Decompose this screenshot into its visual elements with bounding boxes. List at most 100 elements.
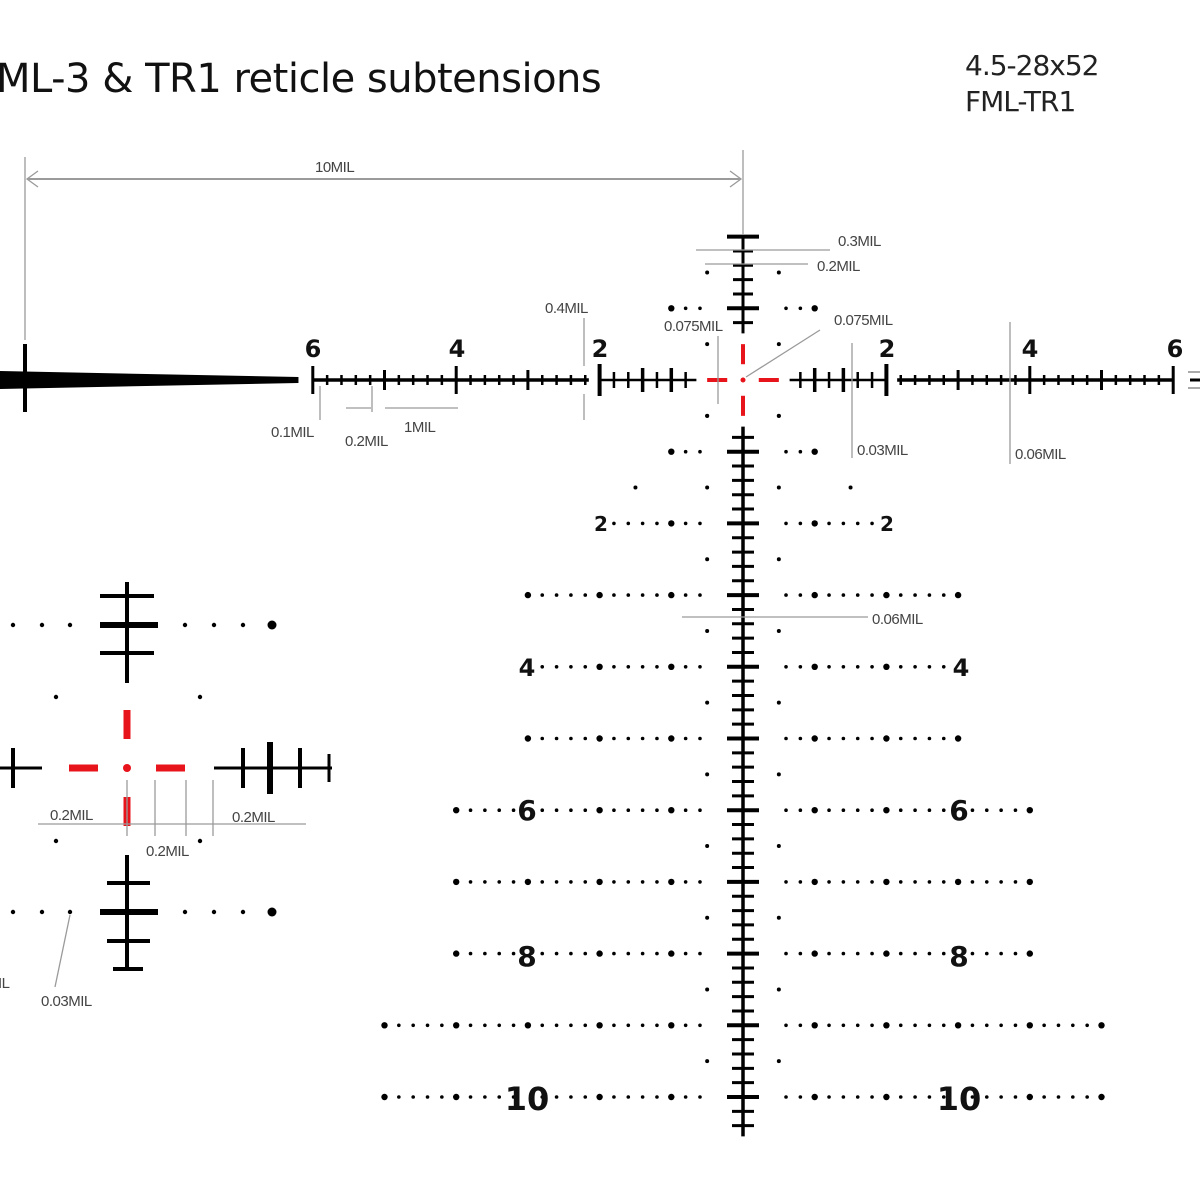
holdover-dot bbox=[497, 1095, 502, 1099]
label-inset-right: 0.2MIL bbox=[232, 809, 275, 826]
holdover-dot bbox=[583, 951, 588, 956]
v-num-left-2: 2 bbox=[594, 512, 608, 536]
holdover-dot bbox=[927, 593, 932, 597]
holdover-dot bbox=[913, 808, 917, 812]
holdover-dot bbox=[970, 1023, 975, 1028]
holdover-dot bbox=[524, 735, 532, 742]
holdover-dot bbox=[425, 1023, 430, 1028]
h-num-left-6: 6 bbox=[305, 335, 322, 363]
holdover-dot bbox=[640, 521, 645, 526]
holdover-dot bbox=[913, 951, 917, 956]
holdover-dot bbox=[440, 1023, 444, 1028]
holdover-dot bbox=[569, 736, 573, 741]
holdover-dot bbox=[811, 735, 818, 742]
holdover-dot bbox=[1098, 1093, 1105, 1101]
holdover-dot bbox=[841, 808, 846, 812]
holdover-dot bbox=[927, 951, 932, 956]
v-num-right-6: 6 bbox=[949, 794, 968, 827]
holdover-dot bbox=[497, 1023, 502, 1028]
holdover-dot bbox=[798, 306, 803, 311]
v-num-right-2: 2 bbox=[880, 512, 894, 536]
holdover-dot bbox=[698, 593, 702, 597]
label-04mil: 0.4MIL bbox=[545, 300, 588, 317]
holdover-dot bbox=[811, 448, 818, 455]
holdover-dot bbox=[698, 736, 702, 741]
holdover-dot bbox=[668, 878, 675, 886]
half-mil-dot bbox=[776, 987, 781, 992]
holdover-dot bbox=[612, 1095, 616, 1099]
holdover-dot bbox=[683, 1023, 688, 1028]
half-mil-dot bbox=[776, 342, 781, 347]
holdover-dot bbox=[626, 880, 631, 884]
inset-dot bbox=[240, 909, 246, 915]
holdover-dot bbox=[941, 880, 946, 884]
holdover-dot bbox=[954, 878, 962, 886]
holdover-dot bbox=[668, 305, 675, 312]
inset-dot bbox=[39, 909, 45, 915]
holdover-dot bbox=[655, 736, 659, 741]
holdover-dot bbox=[524, 591, 532, 599]
holdover-dot bbox=[913, 1023, 917, 1028]
holdover-dot bbox=[626, 593, 631, 597]
holdover-dot bbox=[827, 521, 831, 526]
holdover-dot bbox=[898, 880, 903, 884]
holdover-dot bbox=[569, 665, 573, 669]
holdover-dot bbox=[984, 880, 989, 884]
holdover-dot bbox=[784, 449, 788, 454]
holdover-dot bbox=[927, 1023, 932, 1028]
holdover-dot bbox=[1013, 951, 1018, 956]
holdover-dot bbox=[668, 950, 675, 957]
holdover-dot bbox=[626, 1023, 631, 1028]
v-num-left-4: 4 bbox=[519, 654, 536, 682]
holdover-dot bbox=[927, 880, 932, 884]
inset-dot bbox=[10, 622, 16, 628]
holdover-dot bbox=[511, 1023, 516, 1028]
holdover-dot bbox=[927, 736, 932, 741]
holdover-dot bbox=[698, 1023, 702, 1028]
h-num-left-2: 2 bbox=[592, 335, 609, 363]
holdover-dot bbox=[596, 950, 603, 957]
holdover-dot bbox=[468, 1095, 473, 1099]
holdover-dot bbox=[583, 1095, 588, 1099]
holdover-dot bbox=[841, 880, 846, 884]
holdover-dot bbox=[898, 665, 903, 669]
holdover-dot bbox=[870, 1095, 874, 1099]
holdover-dot bbox=[554, 593, 559, 597]
holdover-dot bbox=[453, 950, 460, 957]
label-003mil: 0.03MIL bbox=[857, 442, 908, 459]
holdover-dot bbox=[668, 1093, 675, 1101]
holdover-dot bbox=[984, 951, 989, 956]
inset-dot bbox=[10, 909, 16, 915]
holdover-dot bbox=[540, 880, 545, 884]
holdover-dot bbox=[540, 665, 545, 669]
inset-dot bbox=[197, 838, 203, 844]
holdover-dot bbox=[668, 1022, 675, 1029]
holdover-dot bbox=[784, 1023, 788, 1028]
model-reticle: FML-TR1 bbox=[965, 85, 1076, 118]
half-mil-dot bbox=[705, 413, 710, 418]
holdover-dot bbox=[827, 808, 831, 812]
holdover-dot bbox=[596, 878, 603, 886]
holdover-dot bbox=[870, 808, 874, 812]
holdover-dot bbox=[954, 735, 962, 742]
holdover-dot bbox=[640, 736, 645, 741]
holdover-dot bbox=[798, 736, 803, 741]
holdover-dot bbox=[554, 808, 559, 812]
holdover-dot bbox=[668, 448, 675, 455]
holdover-dot bbox=[798, 1095, 803, 1099]
holdover-dot bbox=[798, 951, 803, 956]
holdover-dot bbox=[1026, 878, 1034, 886]
holdover-dot bbox=[883, 1093, 890, 1101]
half-mil-dot bbox=[776, 270, 781, 275]
label-02mil-top: 0.2MIL bbox=[817, 258, 860, 275]
holdover-dot bbox=[898, 1095, 903, 1099]
holdover-dot bbox=[855, 1095, 860, 1099]
holdover-dot bbox=[841, 951, 846, 956]
label-inset-cut: IL bbox=[0, 975, 10, 992]
holdover-dot bbox=[683, 449, 688, 454]
label-inset-mid: 0.2MIL bbox=[146, 843, 189, 860]
holdover-dot bbox=[984, 1023, 989, 1028]
annotation-labels: 10MIL 0.3MIL 0.2MIL 0.4MIL 0.075MIL 0.07… bbox=[0, 159, 1183, 1118]
half-mil-dot bbox=[633, 485, 638, 490]
holdover-dot bbox=[927, 808, 932, 812]
